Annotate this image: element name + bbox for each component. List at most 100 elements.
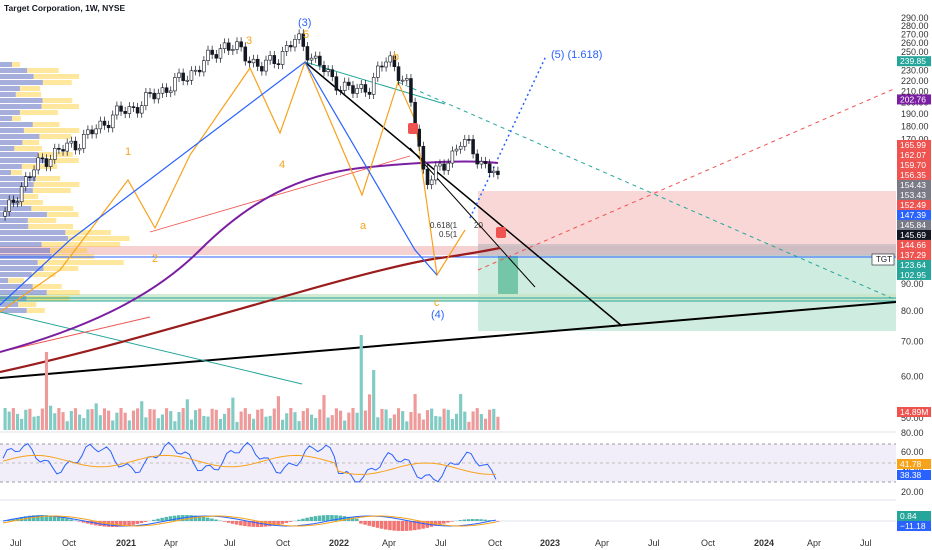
volume-bar [483,418,488,430]
candle [405,74,409,85]
volume-bar [301,410,305,430]
volume-bar [111,420,115,430]
time-label-11: Apr [595,538,609,548]
candle [181,68,185,86]
time-label-16: Jul [860,538,872,548]
volume-bar [479,414,483,430]
macd-bar [379,521,384,529]
volume-bar [210,408,214,430]
candle [297,29,301,44]
sell-marker[interactable] [408,123,418,134]
macd-bar [131,521,135,525]
macd-bar [102,521,106,527]
candle [243,42,248,66]
volume-bar [305,408,309,430]
price-tick-0: 290.00 [901,13,929,23]
time-label-6: 2022 [329,538,349,548]
price-tag-15: 102.95 [897,269,931,280]
svg-text:102.95: 102.95 [900,270,926,280]
volume-bar [123,412,127,430]
macd-bar [284,521,289,523]
volume-bar [409,412,413,430]
macd-bar [288,521,293,522]
candle [392,51,397,72]
long-trendline [0,301,897,379]
sell-marker-2[interactable] [496,227,506,238]
price-tag-3: 162.07 [897,149,931,160]
candle [351,81,355,99]
ma-red [0,246,501,374]
macd-bar [40,515,44,521]
macd-bar [205,517,210,521]
candle [57,143,61,155]
macd-bar [313,516,318,521]
vp-bar-down [14,146,42,151]
candle [15,197,20,208]
macd-bar [355,518,359,521]
candle [160,83,165,98]
vp-bar-up [0,62,12,67]
price-tag-2: 165.99 [897,139,931,150]
volume-bar [235,421,239,430]
candle [81,129,86,153]
volume-bar [223,413,227,430]
volume-bar [334,408,338,430]
price-tick-24: 50.00 [901,413,924,423]
macd-bar [65,518,69,521]
wave-label-c: c [434,297,440,309]
price-tick-2: 270.00 [901,29,929,39]
volume-bar [194,410,198,430]
volume-bar [430,408,434,430]
candle [202,56,206,77]
vp-bar-down [19,110,58,115]
vp-bar-up [0,116,13,121]
time-axis[interactable]: Jul Oct 2021 Apr Jul Oct 2022 Apr Jul Oct 2023 Apr J… [10,538,872,548]
candle [417,124,422,151]
volume-bar [417,413,421,430]
candle [367,87,372,100]
macd-bar [152,519,156,521]
macd-signal [2,515,496,527]
macd-bar [255,521,260,527]
time-label-4: Jul [224,538,236,548]
macd-bar [367,521,372,526]
candle [231,44,235,55]
volume-bar [318,409,322,430]
macd-bar [214,519,218,521]
candle [173,72,177,96]
candle [483,156,488,169]
price-tag-14: 123.64 [897,259,931,270]
volume-bar [372,370,376,430]
pink-line [149,155,411,233]
price-tag-12: 144.66 [897,239,931,250]
macd-bar [305,517,309,521]
candle [334,72,339,95]
candle [284,40,289,56]
svg-text:145.84: 145.84 [900,220,926,230]
svg-text:0.84: 0.84 [900,511,917,521]
indicator-lines [0,55,897,385]
volume-bar [252,418,256,430]
rsi-line [2,441,497,483]
volume-bar [198,408,202,430]
volume-bar [256,409,260,430]
volume-bar [322,395,326,430]
macd-bar [69,519,73,521]
svg-text:159.70: 159.70 [900,160,926,170]
candle [127,102,132,119]
vp-bar-up [0,134,40,139]
svg-text:TGT: TGT [876,255,892,264]
volume-bar [376,417,380,430]
macd-bar [239,521,243,526]
macd-bar [334,515,338,521]
time-label-8: Jul [435,538,447,548]
vp-bar-up [0,98,43,103]
volume-bar [7,411,11,430]
candle [164,83,169,98]
vp-bar-up [0,146,15,151]
volume-bar [438,416,442,430]
price-tag-6: 154.43 [897,179,931,190]
candle [36,153,40,175]
rsi-tick-3: 20.00 [901,487,924,497]
